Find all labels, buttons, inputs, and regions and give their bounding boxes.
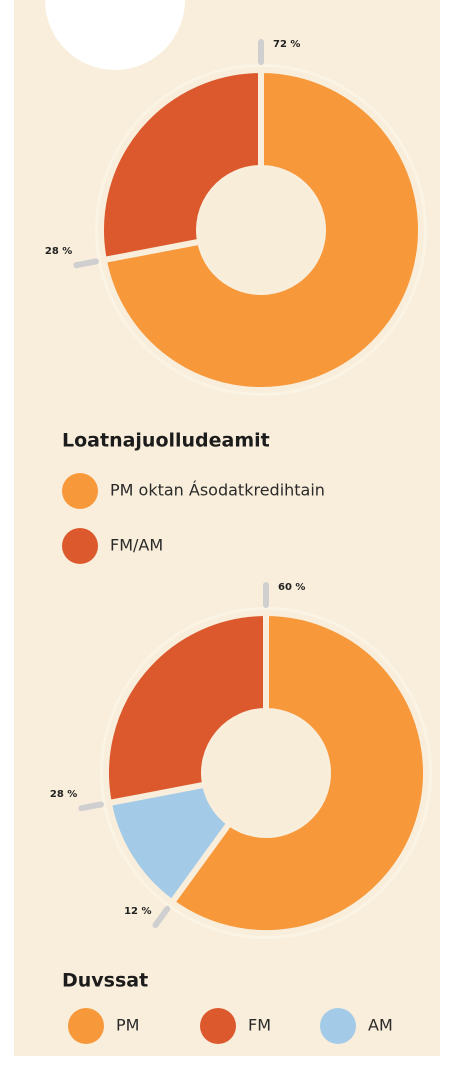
value-label: 12 %: [124, 906, 151, 917]
legend-swatch: [68, 1008, 104, 1044]
legend-label: PM: [116, 1016, 139, 1035]
leader: [73, 258, 99, 269]
leader: [78, 801, 104, 812]
legend-title: Duvssat: [62, 970, 148, 992]
legend-swatch: [62, 528, 98, 564]
legend-label: PM oktan Ásodatkredihtain: [110, 481, 325, 500]
legend-label: FM/AM: [110, 536, 163, 555]
value-label: 60 %: [278, 582, 305, 593]
legend-swatch: [320, 1008, 356, 1044]
value-label: 72 %: [273, 39, 300, 50]
value-label: 28 %: [50, 789, 77, 800]
donut-hole: [204, 711, 328, 835]
value-label: 28 %: [45, 246, 72, 257]
leader: [152, 905, 171, 929]
legend-label: AM: [368, 1016, 393, 1035]
decor-circle: [45, 0, 185, 70]
legend-swatch: [200, 1008, 236, 1044]
legend-swatch: [62, 473, 98, 509]
legend-title: Loatnajuolludeamit: [62, 430, 270, 452]
legend-label: FM: [248, 1016, 271, 1035]
donut-hole: [199, 168, 323, 292]
